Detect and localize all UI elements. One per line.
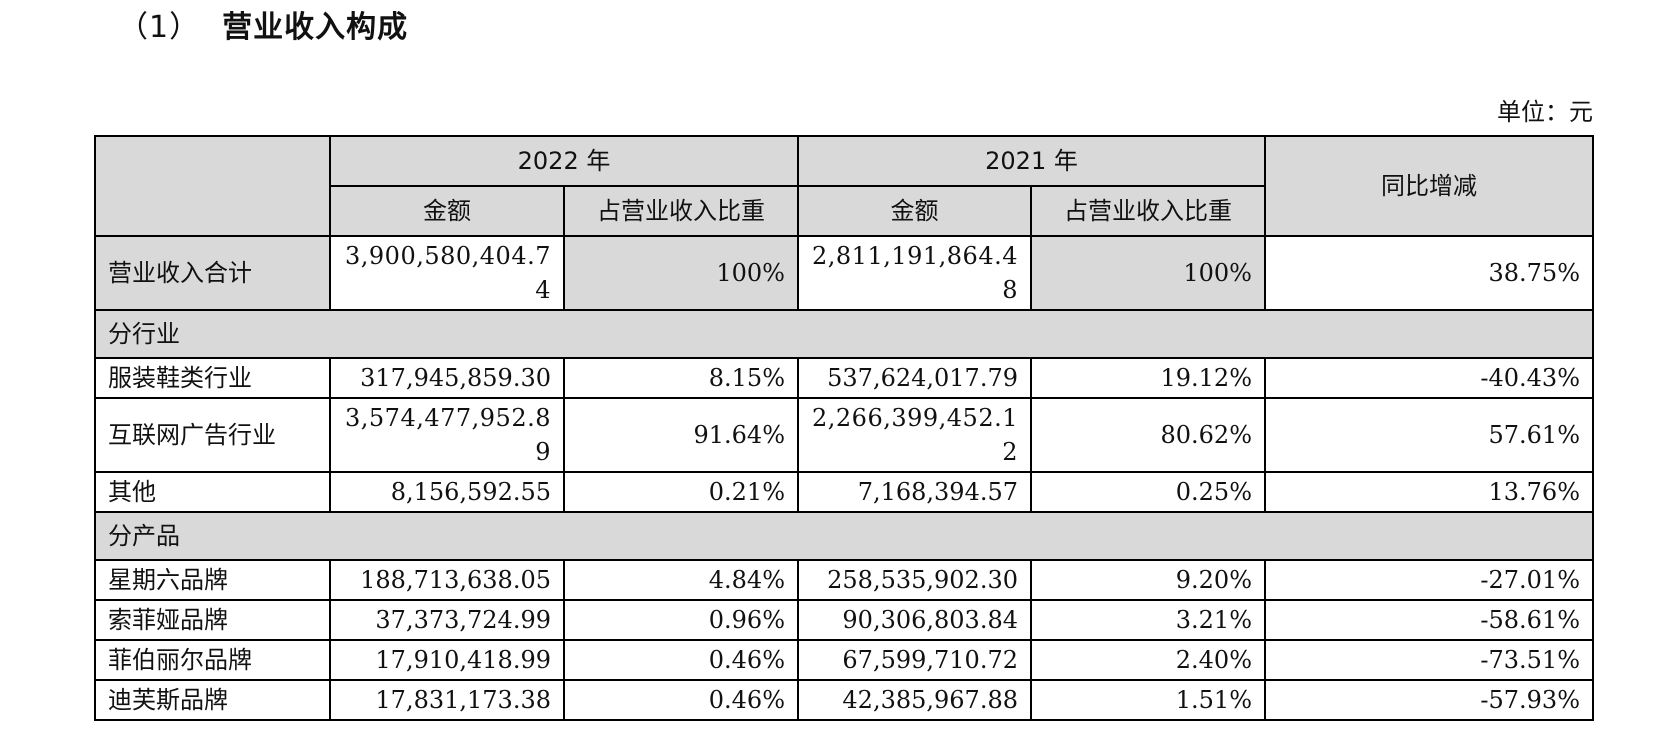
row-label: 其他: [94, 471, 331, 513]
row-label: 迪芙斯品牌: [94, 679, 331, 721]
total-yoy: 38.75%: [1264, 235, 1594, 311]
row-ratio-2022: 91.64%: [563, 397, 799, 473]
total-ratio-2022: 100%: [563, 235, 799, 311]
header-row-columns: 金额 占营业收入比重 金额 占营业收入比重: [95, 185, 1593, 237]
table-row: 其他 8,156,592.55 0.21% 7,168,394.57 0.25%…: [94, 471, 1594, 513]
row-amount-2021: 90,306,803.84: [797, 599, 1032, 641]
section-title: 分产品: [94, 511, 1594, 561]
row-ratio-2022: 4.84%: [563, 559, 799, 601]
row-ratio-2021: 1.51%: [1030, 679, 1266, 721]
row-ratio-2022: 0.46%: [563, 679, 799, 721]
section-title: 分行业: [94, 309, 1594, 359]
section-row-industry: 分行业: [94, 309, 1594, 359]
row-yoy: -73.51%: [1264, 639, 1594, 681]
heading-title: 营业收入构成: [222, 10, 409, 45]
row-amount-2021: 258,535,902.30: [797, 559, 1032, 601]
row-amount-2021: 537,624,017.79: [797, 357, 1032, 399]
total-ratio-2021: 100%: [1030, 235, 1266, 311]
revenue-composition-table: 2022 年 2021 年 同比增减 金额 占营业收入比重 金额 占营业收入比重…: [94, 135, 1594, 721]
row-ratio-2021: 9.20%: [1030, 559, 1266, 601]
row-ratio-2022: 0.21%: [563, 471, 799, 513]
header-row-years: 2022 年 2021 年 同比增减: [94, 135, 1594, 237]
header-amount-2022: 金额: [329, 185, 565, 237]
row-ratio-2022: 0.96%: [563, 599, 799, 641]
row-yoy: -58.61%: [1264, 599, 1594, 641]
table-row: 服装鞋类行业 317,945,859.30 8.15% 537,624,017.…: [94, 357, 1594, 399]
row-ratio-2021: 2.40%: [1030, 639, 1266, 681]
header-ratio-2022: 占营业收入比重: [563, 185, 799, 237]
row-yoy: 13.76%: [1264, 471, 1594, 513]
unit-note: 单位：元: [1497, 98, 1593, 126]
row-amount-2021: 42,385,967.88: [797, 679, 1032, 721]
header-year-2022: 2022 年: [329, 135, 799, 187]
row-ratio-2021: 19.12%: [1030, 357, 1266, 399]
row-amount-2022: 188,713,638.05: [329, 559, 565, 601]
row-yoy: -27.01%: [1264, 559, 1594, 601]
total-amount-2022: 3,900,580,404.74: [329, 235, 565, 311]
header-year-2021: 2021 年: [797, 135, 1266, 187]
table-row: 索菲娅品牌 37,373,724.99 0.96% 90,306,803.84 …: [94, 599, 1594, 641]
row-ratio-2022: 8.15%: [563, 357, 799, 399]
total-label: 营业收入合计: [94, 235, 331, 311]
row-amount-2022: 8,156,592.55: [329, 471, 565, 513]
row-yoy: -40.43%: [1264, 357, 1594, 399]
header-corner-cell: [94, 135, 331, 237]
total-row: 营业收入合计 3,900,580,404.74 100% 2,811,191,8…: [94, 235, 1594, 311]
row-yoy: 57.61%: [1264, 397, 1594, 473]
table-row: 星期六品牌 188,713,638.05 4.84% 258,535,902.3…: [94, 559, 1594, 601]
total-amount-2021: 2,811,191,864.48: [797, 235, 1032, 311]
section-row-product: 分产品: [94, 511, 1594, 561]
row-ratio-2022: 0.46%: [563, 639, 799, 681]
row-ratio-2021: 0.25%: [1030, 471, 1266, 513]
header-ratio-2021: 占营业收入比重: [1030, 185, 1266, 237]
header-amount-2021: 金额: [797, 185, 1032, 237]
section-heading: （1） 营业收入构成: [118, 2, 408, 46]
row-label: 索菲娅品牌: [94, 599, 331, 641]
row-amount-2021: 2,266,399,452.12: [797, 397, 1032, 473]
row-label: 星期六品牌: [94, 559, 331, 601]
heading-number: （1）: [118, 10, 201, 45]
row-amount-2022: 17,831,173.38: [329, 679, 565, 721]
table-row: 菲伯丽尔品牌 17,910,418.99 0.46% 67,599,710.72…: [94, 639, 1594, 681]
row-amount-2022: 3,574,477,952.89: [329, 397, 565, 473]
row-amount-2022: 17,910,418.99: [329, 639, 565, 681]
row-ratio-2021: 80.62%: [1030, 397, 1266, 473]
row-yoy: -57.93%: [1264, 679, 1594, 721]
row-label: 互联网广告行业: [94, 397, 331, 473]
row-amount-2022: 317,945,859.30: [329, 357, 565, 399]
row-ratio-2021: 3.21%: [1030, 599, 1266, 641]
table-row: 迪芙斯品牌 17,831,173.38 0.46% 42,385,967.88 …: [94, 679, 1594, 721]
table-row: 互联网广告行业 3,574,477,952.89 91.64% 2,266,39…: [94, 397, 1594, 473]
row-amount-2021: 7,168,394.57: [797, 471, 1032, 513]
row-amount-2022: 37,373,724.99: [329, 599, 565, 641]
row-label: 服装鞋类行业: [94, 357, 331, 399]
row-label: 菲伯丽尔品牌: [94, 639, 331, 681]
row-amount-2021: 67,599,710.72: [797, 639, 1032, 681]
header-yoy: 同比增减: [1264, 135, 1594, 237]
